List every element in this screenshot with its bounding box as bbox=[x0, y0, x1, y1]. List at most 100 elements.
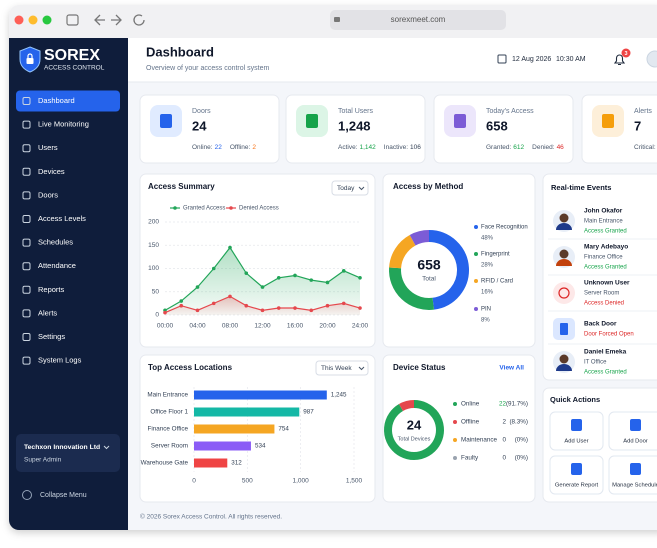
x-tick-label: 08:00 bbox=[222, 323, 239, 330]
close-dot[interactable] bbox=[14, 15, 24, 25]
nav-icon bbox=[22, 97, 31, 105]
header bbox=[128, 38, 657, 82]
action-icon bbox=[571, 463, 582, 475]
x-tick-label: 24:00 bbox=[352, 323, 369, 330]
nav-icon bbox=[22, 262, 31, 271]
series-point bbox=[358, 306, 362, 310]
nav-item[interactable]: Devices bbox=[38, 167, 65, 176]
event-location: IT Office bbox=[584, 360, 607, 366]
nav-item[interactable]: Reports bbox=[38, 285, 65, 294]
bell-icon[interactable] bbox=[613, 54, 626, 66]
action-icon bbox=[630, 419, 641, 431]
action-label[interactable]: Add User bbox=[564, 439, 588, 445]
avatar-body bbox=[556, 223, 572, 230]
stat-icon bbox=[454, 114, 466, 128]
nav-item[interactable]: Attendance bbox=[38, 261, 76, 270]
x-tick-label: 16:00 bbox=[287, 323, 304, 330]
legend-dot bbox=[474, 307, 478, 311]
org-name: Techxon Innovation Ltd bbox=[24, 444, 100, 451]
door-icon bbox=[560, 323, 568, 335]
legend-label: Maintenance bbox=[461, 437, 498, 444]
event-location: Server Room bbox=[584, 291, 619, 297]
reload-button[interactable] bbox=[133, 14, 145, 26]
series-point bbox=[341, 301, 346, 306]
nav-item[interactable]: Doors bbox=[38, 190, 58, 199]
donut-center-label: Total bbox=[422, 276, 436, 283]
avatar-head bbox=[559, 249, 569, 259]
legend-count: 22 bbox=[499, 401, 507, 408]
event-status: Access Granted bbox=[584, 370, 627, 376]
series-point bbox=[276, 306, 281, 310]
series-area bbox=[165, 247, 360, 315]
action-label[interactable]: Manage Schedule bbox=[612, 483, 657, 489]
detail-label: Denied: bbox=[532, 144, 555, 151]
y-tick-label: 100 bbox=[148, 265, 159, 272]
nav-item[interactable]: Settings bbox=[38, 332, 65, 341]
series-point bbox=[228, 294, 232, 299]
action-icon bbox=[571, 419, 582, 431]
series-point bbox=[309, 278, 314, 282]
url-bar[interactable] bbox=[330, 10, 506, 30]
zoom-dot[interactable] bbox=[42, 15, 52, 25]
legend-percent: (0%) bbox=[515, 437, 528, 444]
chevron bbox=[358, 186, 365, 191]
legend-value: 8% bbox=[481, 318, 490, 324]
date: 12 Aug 2026 bbox=[512, 56, 551, 63]
dropdown-label[interactable]: Today bbox=[337, 185, 355, 192]
dropdown-label[interactable]: This Week bbox=[321, 365, 352, 372]
series-point bbox=[179, 299, 184, 303]
nav-item[interactable]: Alerts bbox=[38, 308, 57, 317]
detail-value: 1,142 bbox=[360, 144, 377, 151]
series-point bbox=[260, 308, 265, 313]
nav-item[interactable]: Users bbox=[38, 143, 58, 152]
y-tick-label: Office Floor 1 bbox=[150, 409, 188, 416]
nav-icon bbox=[22, 333, 31, 341]
sidebar-toggle[interactable] bbox=[66, 14, 79, 26]
y-tick-label: Main Entrance bbox=[147, 392, 188, 399]
nav-item[interactable]: Schedules bbox=[38, 238, 73, 247]
view-all[interactable]: View All bbox=[499, 365, 524, 372]
collapse[interactable]: Collapse Menu bbox=[40, 492, 87, 499]
legend-dot bbox=[453, 438, 457, 442]
legend-dot bbox=[474, 225, 478, 229]
bar bbox=[194, 390, 327, 400]
legend-count: 0 bbox=[502, 437, 506, 444]
action-label[interactable]: Add Door bbox=[623, 439, 648, 445]
avatar[interactable] bbox=[646, 50, 657, 68]
series-point bbox=[293, 273, 297, 278]
action-label[interactable]: Generate Report bbox=[555, 483, 599, 489]
forward-button[interactable] bbox=[111, 14, 122, 26]
legend-count: 0 bbox=[502, 455, 506, 462]
x-tick-label: 1,000 bbox=[293, 478, 310, 485]
nav-item[interactable]: Access Levels bbox=[38, 214, 86, 223]
series-point bbox=[341, 269, 346, 273]
legend-dot bbox=[173, 206, 177, 210]
lock-icon bbox=[334, 17, 340, 22]
series-point bbox=[211, 301, 216, 306]
dropdown[interactable] bbox=[315, 360, 369, 376]
legend-label: Denied Access bbox=[239, 206, 279, 212]
notification-badge bbox=[621, 48, 631, 58]
org-role: Super Admin bbox=[24, 457, 62, 464]
stat-label: Total Users bbox=[338, 108, 374, 115]
nav-item[interactable]: Dashboard bbox=[38, 96, 75, 105]
nav-item[interactable]: Live Monitoring bbox=[38, 120, 89, 129]
series-point bbox=[260, 285, 265, 289]
back-button[interactable] bbox=[94, 14, 105, 26]
chart-title: Device Status bbox=[393, 363, 446, 372]
nav-icon bbox=[22, 144, 31, 153]
nav-item[interactable]: System Logs bbox=[38, 356, 82, 365]
nav-active[interactable] bbox=[16, 90, 120, 112]
minimize-dot[interactable] bbox=[28, 15, 38, 25]
event-location: Main Entrance bbox=[584, 219, 623, 225]
detail-value: 106 bbox=[410, 144, 421, 151]
nav-icon bbox=[22, 238, 31, 247]
y-tick-label: Server Room bbox=[151, 443, 188, 450]
y-tick-label: 200 bbox=[148, 219, 159, 226]
stat-icon bbox=[602, 114, 614, 128]
legend-percent: (8.3%) bbox=[509, 419, 528, 426]
org-box[interactable] bbox=[16, 434, 120, 472]
dropdown[interactable] bbox=[331, 180, 369, 196]
nav-icon bbox=[22, 309, 31, 318]
